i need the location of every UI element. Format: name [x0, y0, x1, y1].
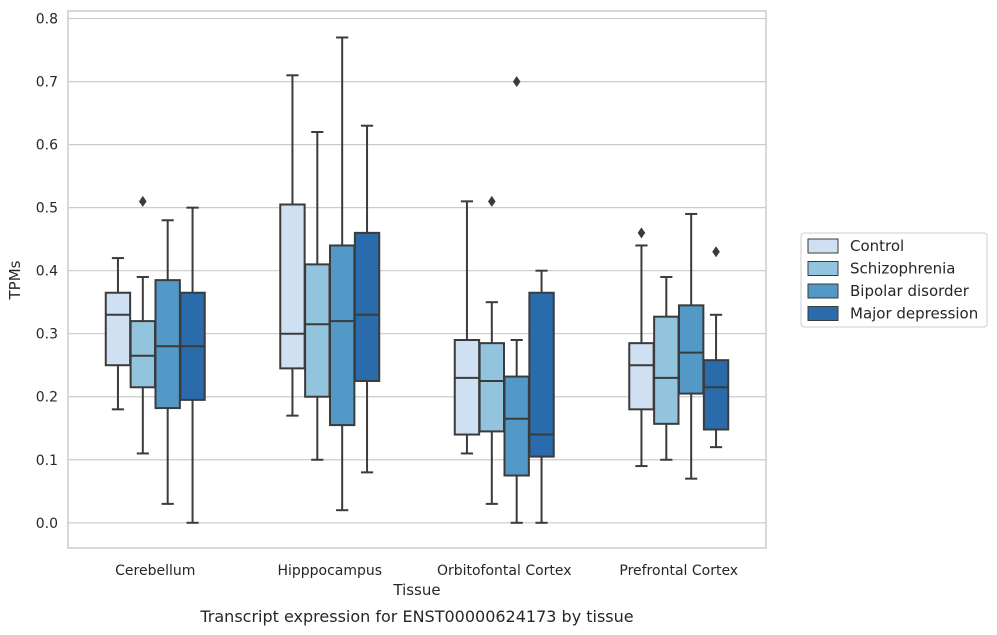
outlier-point — [712, 246, 720, 258]
iqr-box — [353, 231, 381, 382]
iqr-box — [129, 320, 157, 389]
iqr-box — [154, 279, 181, 410]
y-tick-label: 0.3 — [36, 327, 58, 343]
x-tick-label: Hipppocampus — [277, 563, 382, 579]
legend-label: Control — [850, 237, 904, 255]
legend-swatch — [807, 283, 839, 299]
box-3-2 — [677, 212, 705, 480]
box-1-1 — [304, 131, 331, 461]
y-tick-label: 0.4 — [36, 264, 58, 280]
iqr-box — [503, 375, 530, 477]
plot-area — [67, 10, 767, 549]
box-3-1 — [653, 275, 680, 461]
y-tick-label: 0.5 — [36, 201, 58, 217]
box-0-0 — [104, 257, 132, 411]
iqr-box — [279, 203, 306, 370]
box-2-3 — [528, 269, 555, 524]
outlier-point — [139, 195, 147, 207]
figure-caption: Transcript expression for ENST0000062417… — [199, 607, 633, 626]
legend-swatch — [807, 306, 839, 321]
iqr-box — [653, 315, 680, 425]
iqr-box — [304, 263, 331, 398]
legend: Control Schizophrenia Bipolar disorder Majo… — [800, 232, 988, 328]
boxes — [104, 36, 730, 524]
iqr-box — [453, 339, 481, 436]
iqr-box — [702, 359, 730, 431]
legend-label: Major depression — [850, 305, 978, 323]
y-tick-label: 0.7 — [36, 75, 58, 91]
outlier-point — [488, 195, 496, 207]
box-2-1 — [478, 195, 506, 505]
y-tick-label: 0.8 — [36, 12, 58, 28]
y-axis-ticks: 0.0 0.1 0.2 0.3 0.4 0.5 0.6 0.7 0.8 — [36, 12, 58, 532]
iqr-box — [478, 342, 506, 433]
iqr-box — [104, 291, 132, 367]
iqr-box — [677, 304, 705, 395]
y-axis-title: TPMs — [6, 260, 24, 300]
x-tick-label: Orbitofontal Cortex — [437, 563, 572, 579]
gridlines — [68, 17, 766, 524]
x-tick-label: Prefrontal Cortex — [619, 563, 738, 579]
legend-swatch — [807, 261, 839, 276]
box-3-0 — [628, 227, 655, 468]
outlier-point — [512, 76, 521, 88]
legend-label: Schizophrenia — [850, 260, 955, 278]
x-axis-ticks: Cerebellum Hipppocampus Orbitofontal Corte… — [115, 563, 738, 579]
legend-label: Bipolar disorder — [850, 282, 970, 300]
y-tick-label: 0.0 — [36, 516, 58, 532]
legend-frame — [800, 232, 988, 328]
outlier-point — [637, 227, 646, 239]
box-0-3 — [179, 206, 206, 524]
box-1-2 — [328, 36, 356, 512]
x-tick-label: Cerebellum — [115, 563, 195, 579]
legend-swatch — [807, 238, 839, 254]
y-tick-label: 0.6 — [36, 138, 58, 154]
iqr-box — [628, 342, 655, 411]
x-axis-title: Tissue — [392, 581, 440, 599]
box-3-3 — [702, 246, 730, 449]
iqr-box — [528, 291, 555, 458]
box-1-3 — [353, 124, 381, 474]
iqr-box — [328, 244, 356, 427]
box-2-0 — [453, 200, 481, 455]
y-tick-label: 0.2 — [36, 390, 58, 406]
y-tick-label: 0.1 — [36, 453, 58, 469]
box-0-2 — [154, 219, 181, 505]
